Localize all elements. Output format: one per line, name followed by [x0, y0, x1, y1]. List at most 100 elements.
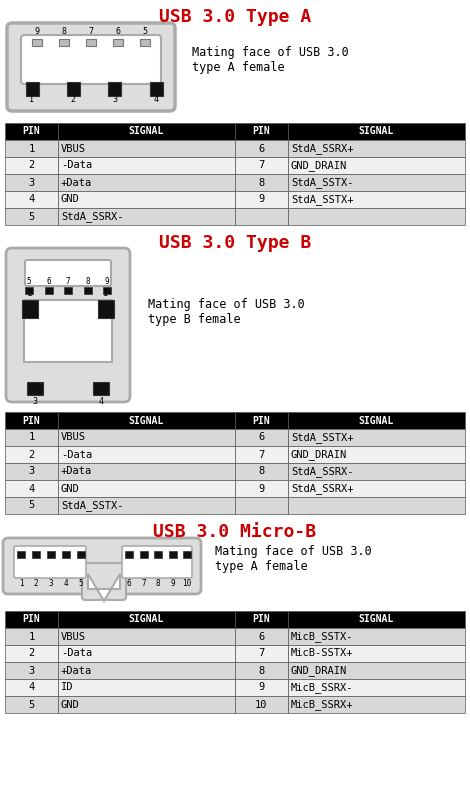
Bar	[154, 551, 162, 558]
Text: 3: 3	[28, 466, 35, 476]
Text: GND_DRAIN: GND_DRAIN	[291, 665, 347, 676]
Bar	[32, 39, 42, 46]
FancyBboxPatch shape	[3, 538, 201, 594]
FancyBboxPatch shape	[122, 546, 192, 578]
Text: 5: 5	[28, 501, 35, 510]
Text: VBUS: VBUS	[61, 144, 86, 154]
Bar	[77, 551, 85, 558]
Bar	[288, 662, 465, 679]
Text: 5: 5	[142, 27, 147, 36]
Text: PIN: PIN	[23, 615, 40, 625]
Bar	[5, 174, 58, 191]
Text: 3: 3	[49, 579, 53, 587]
Bar	[235, 662, 288, 679]
Bar	[64, 287, 72, 294]
Text: 5: 5	[28, 699, 35, 710]
Text: SIGNAL: SIGNAL	[129, 415, 164, 425]
Text: 1: 1	[30, 96, 34, 104]
Bar	[58, 140, 235, 157]
Bar	[288, 628, 465, 645]
Bar	[235, 463, 288, 480]
Bar	[32, 551, 40, 558]
Bar	[58, 480, 235, 497]
Text: 4: 4	[28, 682, 35, 692]
Text: 4: 4	[64, 579, 68, 587]
Bar	[288, 679, 465, 696]
Text: 8: 8	[62, 27, 67, 36]
Text: MicB_SSTX-: MicB_SSTX-	[291, 631, 353, 642]
Text: 2: 2	[28, 290, 32, 298]
Bar	[235, 412, 288, 429]
Text: 3: 3	[32, 397, 38, 407]
Bar	[22, 300, 38, 318]
Bar	[149, 82, 163, 96]
Bar	[5, 191, 58, 208]
Text: 6: 6	[258, 433, 265, 443]
Bar	[86, 39, 96, 46]
FancyBboxPatch shape	[25, 260, 111, 286]
Bar	[58, 429, 235, 446]
Bar	[5, 157, 58, 174]
Bar	[58, 645, 235, 662]
Text: VBUS: VBUS	[61, 433, 86, 443]
Text: ID: ID	[61, 682, 73, 692]
Text: PIN: PIN	[23, 126, 40, 137]
Text: 8: 8	[156, 579, 160, 587]
Bar	[288, 446, 465, 463]
Text: 7: 7	[258, 648, 265, 659]
Text: 10: 10	[182, 579, 192, 587]
Bar	[5, 123, 58, 140]
Bar	[235, 679, 288, 696]
Bar	[140, 39, 149, 46]
Bar	[5, 662, 58, 679]
FancyBboxPatch shape	[7, 23, 175, 111]
Text: MicB_SSRX-: MicB_SSRX-	[291, 682, 353, 693]
Bar	[58, 611, 235, 628]
Bar	[58, 679, 235, 696]
Bar	[58, 463, 235, 480]
Bar	[84, 287, 92, 294]
Bar	[5, 497, 58, 514]
FancyBboxPatch shape	[6, 248, 130, 402]
Text: StdA_SSRX-: StdA_SSRX-	[61, 211, 124, 222]
Text: Mating face of USB 3.0
type A female: Mating face of USB 3.0 type A female	[192, 46, 349, 74]
Bar	[5, 429, 58, 446]
Bar	[288, 174, 465, 191]
Text: +Data: +Data	[61, 177, 92, 188]
Text: StdA_SSRX+: StdA_SSRX+	[291, 143, 353, 154]
Text: 7: 7	[258, 450, 265, 459]
Bar	[235, 628, 288, 645]
Bar	[235, 611, 288, 628]
Text: -Data: -Data	[61, 160, 92, 170]
Text: 3: 3	[112, 96, 117, 104]
Bar	[288, 696, 465, 713]
Text: 9: 9	[258, 682, 265, 692]
FancyBboxPatch shape	[14, 546, 86, 578]
Bar	[59, 39, 69, 46]
Bar	[235, 123, 288, 140]
Bar	[5, 628, 58, 645]
Text: GND: GND	[61, 195, 79, 205]
Text: 8: 8	[85, 278, 90, 287]
Bar	[47, 551, 55, 558]
Text: -Data: -Data	[61, 648, 92, 659]
Bar	[58, 628, 235, 645]
Text: USB 3.0 Type A: USB 3.0 Type A	[159, 8, 311, 26]
Text: GND: GND	[61, 699, 79, 710]
Text: 5: 5	[27, 278, 31, 287]
Bar	[5, 645, 58, 662]
Bar	[58, 696, 235, 713]
Bar	[5, 140, 58, 157]
Text: 1: 1	[28, 433, 35, 443]
Bar	[288, 611, 465, 628]
Bar	[125, 551, 133, 558]
Polygon shape	[88, 574, 120, 601]
Bar	[235, 645, 288, 662]
Text: 10: 10	[255, 699, 268, 710]
Bar	[67, 82, 80, 96]
Text: StdA_SSTX-: StdA_SSTX-	[291, 177, 353, 188]
Bar	[5, 208, 58, 225]
Bar	[235, 157, 288, 174]
Text: 5: 5	[78, 579, 83, 587]
Text: 4: 4	[28, 484, 35, 494]
